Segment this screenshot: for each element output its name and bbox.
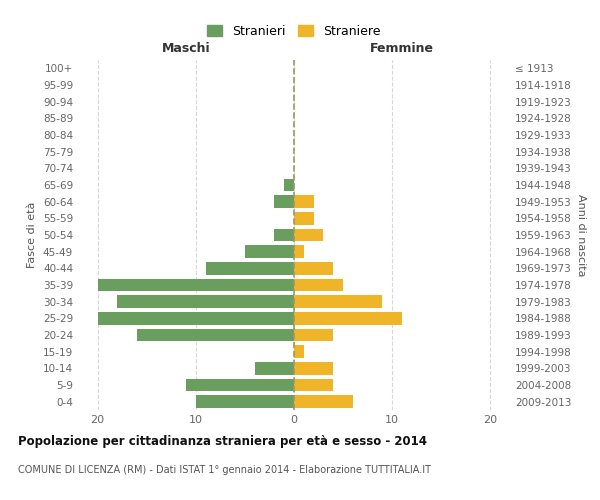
Bar bbox=[186, 379, 294, 391]
Bar bbox=[274, 196, 294, 208]
Bar bbox=[274, 229, 294, 241]
Bar bbox=[294, 262, 333, 274]
Y-axis label: Anni di nascita: Anni di nascita bbox=[575, 194, 586, 276]
Bar bbox=[294, 396, 353, 408]
Bar bbox=[98, 312, 294, 324]
Bar bbox=[98, 279, 294, 291]
Bar bbox=[117, 296, 294, 308]
Bar bbox=[245, 246, 294, 258]
Bar bbox=[294, 212, 314, 224]
Legend: Stranieri, Straniere: Stranieri, Straniere bbox=[203, 21, 385, 42]
Bar bbox=[294, 296, 382, 308]
Bar bbox=[196, 396, 294, 408]
Text: Femmine: Femmine bbox=[370, 42, 434, 55]
Bar bbox=[294, 229, 323, 241]
Bar bbox=[294, 312, 402, 324]
Text: Popolazione per cittadinanza straniera per età e sesso - 2014: Popolazione per cittadinanza straniera p… bbox=[18, 435, 427, 448]
Text: Maschi: Maschi bbox=[161, 42, 211, 55]
Bar bbox=[294, 329, 333, 341]
Bar bbox=[137, 329, 294, 341]
Bar bbox=[294, 246, 304, 258]
Bar bbox=[294, 362, 333, 374]
Bar bbox=[294, 379, 333, 391]
Bar bbox=[294, 196, 314, 208]
Bar bbox=[284, 179, 294, 192]
Text: COMUNE DI LICENZA (RM) - Dati ISTAT 1° gennaio 2014 - Elaborazione TUTTITALIA.IT: COMUNE DI LICENZA (RM) - Dati ISTAT 1° g… bbox=[18, 465, 431, 475]
Bar bbox=[294, 346, 304, 358]
Bar bbox=[206, 262, 294, 274]
Y-axis label: Fasce di età: Fasce di età bbox=[28, 202, 37, 268]
Bar bbox=[255, 362, 294, 374]
Bar bbox=[294, 279, 343, 291]
